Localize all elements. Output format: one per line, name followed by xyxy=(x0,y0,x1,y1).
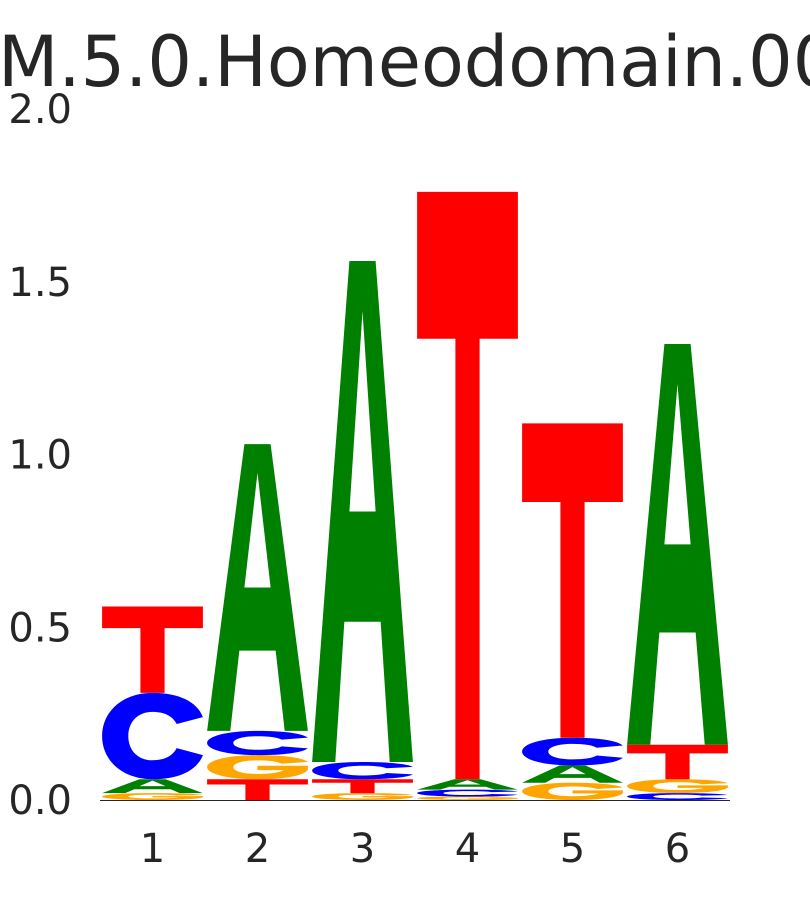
x-axis: 1 2 3 4 5 6 xyxy=(140,826,690,872)
x-tick-label: 5 xyxy=(560,826,585,872)
logo-letter-c xyxy=(627,793,728,800)
y-tick-label: 0.0 xyxy=(8,778,72,824)
logo-letter-a xyxy=(417,779,518,790)
logo-letter-g xyxy=(417,796,518,800)
logo-letter-t xyxy=(312,779,413,794)
logo-letter-g xyxy=(102,793,203,800)
x-tick-label: 2 xyxy=(245,826,270,872)
logo-letter-t xyxy=(417,191,518,780)
logo-letter-g xyxy=(207,755,308,780)
logo-letter-c xyxy=(522,737,623,766)
logo-letter-a xyxy=(207,444,308,731)
logo-letter-t xyxy=(207,779,308,800)
logo-letter-a xyxy=(627,343,728,745)
chart-title: M.5.0.Homeodomain.000 xyxy=(0,21,810,103)
y-tick-label: 2.0 xyxy=(8,87,72,133)
logo-letter-g xyxy=(522,782,623,800)
logo-stacks xyxy=(102,191,728,800)
y-axis: 0.0 0.5 1.0 1.5 2.0 xyxy=(8,87,72,824)
y-tick-label: 0.5 xyxy=(8,605,72,651)
x-tick-label: 4 xyxy=(455,826,480,872)
logo-letter-c xyxy=(417,789,518,797)
logo-letter-t xyxy=(102,606,203,693)
logo-letter-t xyxy=(522,423,623,738)
logo-letter-c xyxy=(102,692,203,780)
x-tick-label: 1 xyxy=(140,826,165,872)
x-tick-label: 3 xyxy=(350,826,375,872)
logo-letter-t xyxy=(627,744,728,780)
logo-letter-a xyxy=(102,779,203,794)
x-tick-label: 6 xyxy=(665,826,690,872)
logo-letter-a xyxy=(522,765,623,783)
logo-letter-c xyxy=(207,730,308,756)
y-tick-label: 1.5 xyxy=(8,260,72,306)
logo-letter-g xyxy=(627,779,728,794)
y-tick-label: 1.0 xyxy=(8,433,72,479)
logo-letter-g xyxy=(312,793,413,800)
logo-letter-c xyxy=(312,761,413,780)
logo-letter-a xyxy=(312,261,413,762)
